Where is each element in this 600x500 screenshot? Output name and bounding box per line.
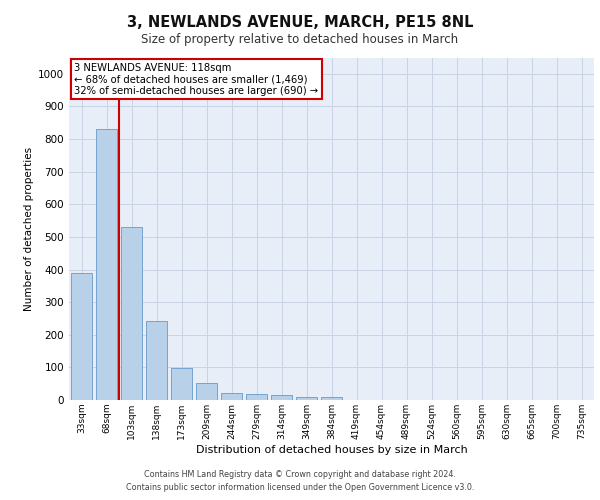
Bar: [321, 398, 342, 400]
Text: Size of property relative to detached houses in March: Size of property relative to detached ho…: [142, 32, 458, 46]
Bar: [246, 394, 267, 400]
Bar: [296, 396, 317, 400]
Bar: [146, 320, 167, 400]
Bar: [96, 130, 117, 400]
X-axis label: Distribution of detached houses by size in March: Distribution of detached houses by size …: [196, 444, 467, 454]
Bar: [171, 368, 192, 400]
Bar: [121, 227, 142, 400]
Text: 3 NEWLANDS AVENUE: 118sqm
← 68% of detached houses are smaller (1,469)
32% of se: 3 NEWLANDS AVENUE: 118sqm ← 68% of detac…: [74, 62, 319, 96]
Bar: [271, 395, 292, 400]
Bar: [196, 383, 217, 400]
Text: 3, NEWLANDS AVENUE, MARCH, PE15 8NL: 3, NEWLANDS AVENUE, MARCH, PE15 8NL: [127, 15, 473, 30]
Text: Contains HM Land Registry data © Crown copyright and database right 2024.
Contai: Contains HM Land Registry data © Crown c…: [126, 470, 474, 492]
Bar: [221, 394, 242, 400]
Bar: [71, 273, 92, 400]
Y-axis label: Number of detached properties: Number of detached properties: [24, 146, 34, 311]
